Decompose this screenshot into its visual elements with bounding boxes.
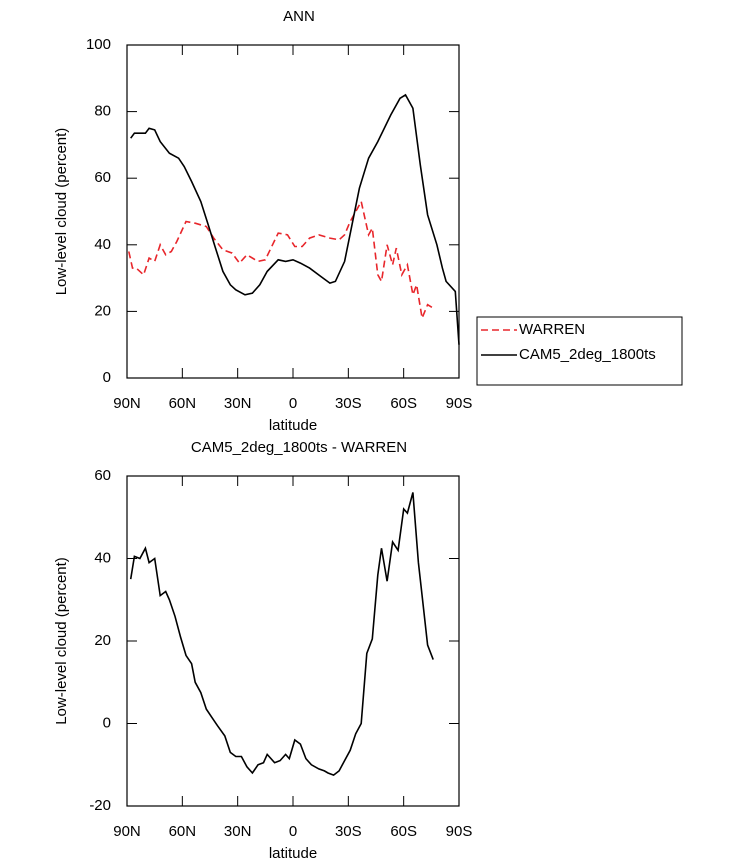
y-tick-label: 100 — [86, 36, 111, 53]
x-tick-label: 90S — [446, 395, 473, 412]
x-axis-label: latitude — [269, 417, 317, 434]
y-tick-label: 20 — [94, 302, 111, 319]
y-tick-label: 0 — [103, 369, 111, 386]
x-tick-label: 30S — [335, 395, 362, 412]
x-tick-label: 60S — [390, 823, 417, 840]
x-tick-label: 90N — [113, 823, 141, 840]
y-tick-label: 80 — [94, 103, 111, 120]
x-tick-label: 60N — [169, 395, 197, 412]
x-tick-label: 60N — [169, 823, 197, 840]
y-axis-label: Low-level cloud (percent) — [53, 128, 70, 296]
y-tick-label: 0 — [103, 714, 111, 731]
x-tick-label: 90N — [113, 395, 141, 412]
x-tick-label: 0 — [289, 823, 297, 840]
legend-box — [476, 316, 683, 386]
data-line — [129, 492, 434, 777]
y-tick-label: 40 — [94, 236, 111, 253]
x-tick-label: 0 — [289, 395, 297, 412]
y-tick-label: 60 — [94, 169, 111, 186]
plot-frame — [126, 475, 460, 807]
x-axis-label: latitude — [269, 845, 317, 862]
chart-title: CAM5_2deg_1800ts - WARREN — [191, 439, 407, 456]
x-tick-label: 90S — [446, 823, 473, 840]
y-tick-label: 20 — [94, 632, 111, 649]
y-tick-label: 60 — [94, 467, 111, 484]
x-tick-label: 30N — [224, 395, 252, 412]
plot-frame — [126, 44, 460, 379]
x-tick-label: 30N — [224, 823, 252, 840]
x-tick-label: 60S — [390, 395, 417, 412]
y-tick-label: 40 — [94, 549, 111, 566]
legend-label: WARREN — [519, 321, 585, 338]
chart-title: ANN — [283, 8, 315, 25]
legend-label: CAM5_2deg_1800ts — [519, 346, 656, 363]
data-line — [130, 93, 460, 345]
x-tick-label: 30S — [335, 823, 362, 840]
y-axis-label: Low-level cloud (percent) — [53, 557, 70, 725]
y-tick-label: -20 — [89, 797, 111, 814]
